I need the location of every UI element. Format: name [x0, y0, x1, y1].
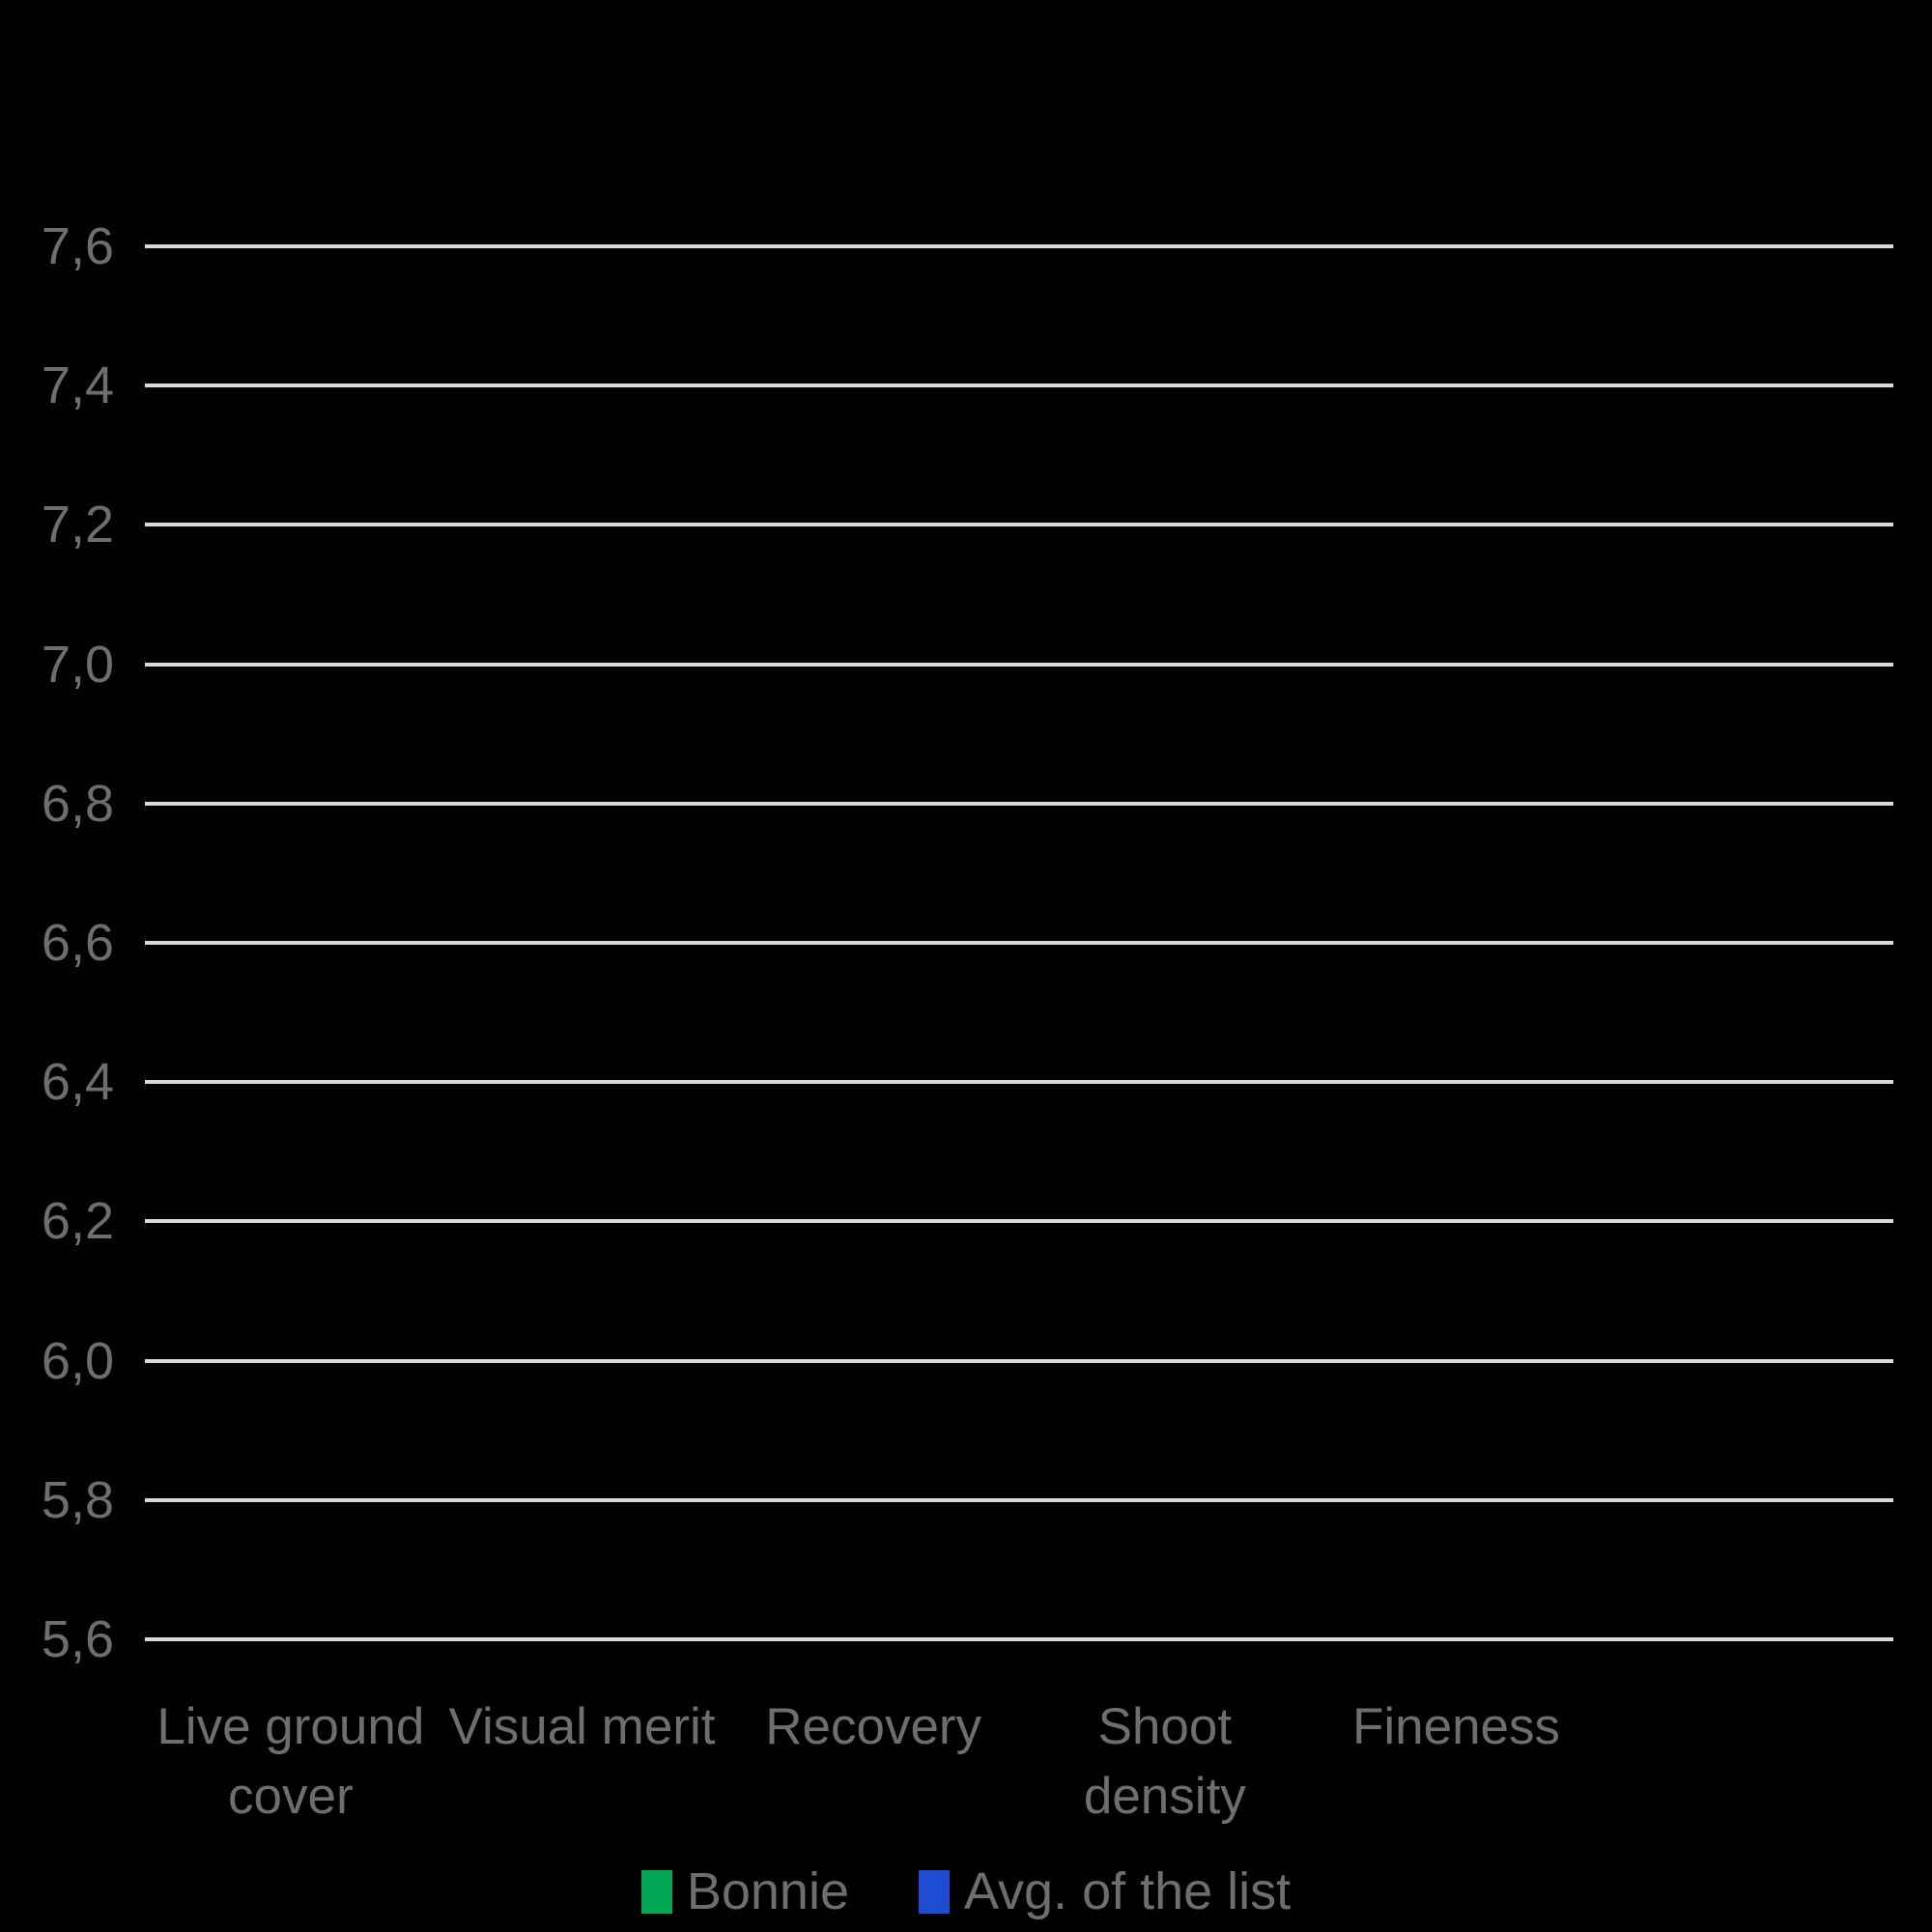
- y-axis-tick-label-5-6: 5,6: [41, 1610, 114, 1668]
- y-axis-tick-label-7-6: 7,6: [41, 217, 114, 275]
- legend-item-avg-of-the-list: Avg. of the list: [918, 1862, 1292, 1920]
- legend-swatch-avg-of-the-list: [918, 1869, 950, 1914]
- x-axis-label-line: Visual merit: [448, 1698, 716, 1755]
- gridline-6-2: [145, 1219, 1893, 1224]
- y-axis-tick-label-7-4: 7,4: [41, 356, 114, 415]
- legend: Bonnie Avg. of the list: [0, 1862, 1932, 1920]
- x-axis-label-line: cover: [228, 1768, 354, 1825]
- x-axis-label-live-ground-cover: Live ground cover: [69, 1692, 513, 1832]
- gridline-6-0: [145, 1358, 1893, 1363]
- gridline-7-2: [145, 523, 1893, 527]
- gridline-5-6: [145, 1637, 1893, 1641]
- gridline-6-6: [145, 941, 1893, 945]
- legend-label-bonnie: Bonnie: [686, 1862, 849, 1920]
- x-axis-label-line: density: [1083, 1768, 1246, 1825]
- x-axis-label-recovery: Recovery: [651, 1692, 1095, 1762]
- y-axis-tick-label-6-6: 6,6: [41, 914, 114, 972]
- x-axis-label-visual-merit: Visual merit: [360, 1692, 805, 1762]
- gridline-6-4: [145, 1080, 1893, 1085]
- gridline-6-8: [145, 801, 1893, 806]
- x-axis-label-line: Live ground: [156, 1698, 425, 1755]
- gridline-5-8: [145, 1497, 1893, 1502]
- gridline-7-6: [145, 244, 1893, 248]
- x-axis-label-line: Recovery: [765, 1698, 982, 1755]
- legend-item-bonnie: Bonnie: [640, 1862, 849, 1920]
- y-axis-tick-label-7-2: 7,2: [41, 496, 114, 554]
- gridline-7-0: [145, 662, 1893, 667]
- x-axis-label-line: Fineness: [1351, 1698, 1561, 1755]
- y-axis-tick-label-6-8: 6,8: [41, 774, 114, 833]
- legend-label-avg-of-the-list: Avg. of the list: [963, 1862, 1292, 1920]
- x-axis-label-line: Shoot: [1097, 1698, 1233, 1755]
- y-axis-tick-label-7-0: 7,0: [41, 635, 114, 694]
- y-axis-tick-label-6-0: 6,0: [41, 1331, 114, 1390]
- legend-swatch-bonnie: [640, 1869, 672, 1914]
- y-axis-tick-label-5-8: 5,8: [41, 1470, 114, 1529]
- y-axis-tick-label-6-4: 6,4: [41, 1053, 114, 1112]
- y-axis-tick-label-6-2: 6,2: [41, 1192, 114, 1251]
- plot-area: [145, 244, 1893, 1641]
- gridline-7-4: [145, 384, 1893, 388]
- x-axis-label-shoot-density: Shoot density: [943, 1692, 1387, 1832]
- x-axis-label-fineness: Fineness: [1235, 1692, 1679, 1762]
